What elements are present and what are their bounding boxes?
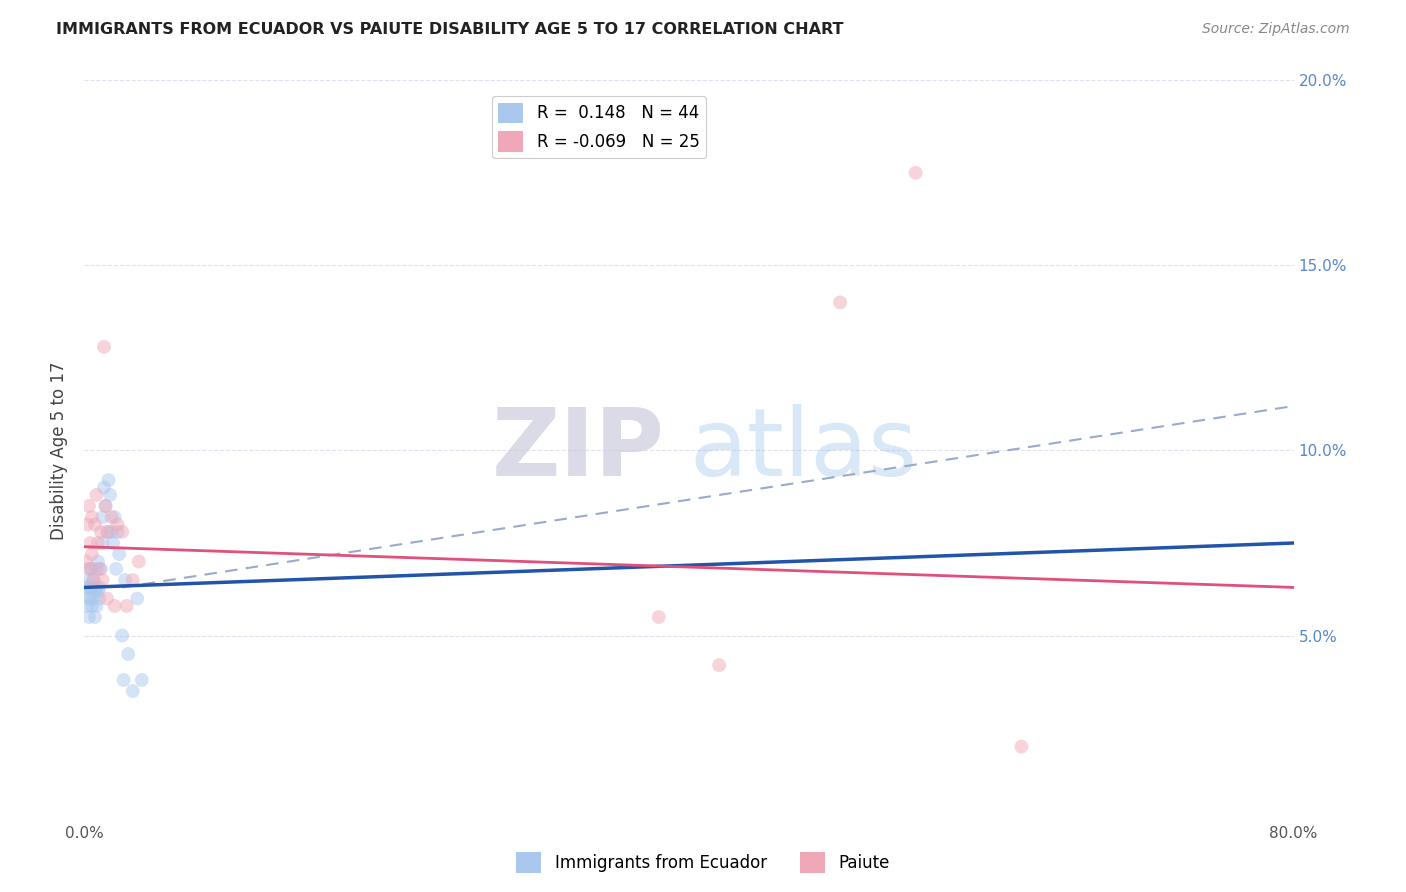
Point xyxy=(82,573,104,587)
Point xyxy=(709,658,731,673)
Text: IMMIGRANTS FROM ECUADOR VS PAIUTE DISABILITY AGE 5 TO 17 CORRELATION CHART: IMMIGRANTS FROM ECUADOR VS PAIUTE DISABI… xyxy=(56,22,844,37)
Legend: Immigrants from Ecuador, Paiute: Immigrants from Ecuador, Paiute xyxy=(509,846,897,880)
Point xyxy=(76,599,98,613)
Text: ZIP: ZIP xyxy=(492,404,665,497)
Point xyxy=(115,599,138,613)
Point xyxy=(84,517,107,532)
Point xyxy=(904,166,927,180)
Point xyxy=(75,581,97,595)
Point xyxy=(96,524,118,539)
Point xyxy=(89,562,111,576)
Point xyxy=(87,554,110,569)
Point xyxy=(91,573,114,587)
Point xyxy=(93,481,115,495)
Point xyxy=(82,573,104,587)
Point xyxy=(90,562,112,576)
Point xyxy=(77,562,100,576)
Point xyxy=(97,473,120,487)
Point xyxy=(91,510,114,524)
Point xyxy=(131,673,153,687)
Point xyxy=(100,510,122,524)
Point xyxy=(117,647,139,661)
Point xyxy=(112,673,135,687)
Point xyxy=(86,562,108,576)
Point xyxy=(80,510,103,524)
Y-axis label: Disability Age 5 to 17: Disability Age 5 to 17 xyxy=(51,361,69,540)
Point xyxy=(80,581,103,595)
Point xyxy=(86,488,108,502)
Point xyxy=(104,510,127,524)
Point xyxy=(77,499,100,513)
Point xyxy=(1011,739,1033,754)
Point xyxy=(105,562,128,576)
Point xyxy=(77,573,100,587)
Text: atlas: atlas xyxy=(689,404,917,497)
Point xyxy=(87,536,110,550)
Point xyxy=(96,591,118,606)
Point xyxy=(87,584,110,599)
Text: Source: ZipAtlas.com: Source: ZipAtlas.com xyxy=(1202,22,1350,37)
Point xyxy=(93,340,115,354)
Point xyxy=(79,536,101,550)
Point xyxy=(84,610,107,624)
Point xyxy=(91,536,114,550)
Point xyxy=(101,536,124,550)
Legend: R =  0.148   N = 44, R = -0.069   N = 25: R = 0.148 N = 44, R = -0.069 N = 25 xyxy=(492,96,706,159)
Point xyxy=(89,591,111,606)
Point xyxy=(77,610,100,624)
Point xyxy=(76,581,98,595)
Point xyxy=(114,573,136,587)
Point xyxy=(107,517,129,532)
Point xyxy=(76,517,98,532)
Point xyxy=(79,562,101,576)
Point xyxy=(80,599,103,613)
Point xyxy=(128,554,150,569)
Point xyxy=(84,584,107,599)
Point xyxy=(86,581,108,595)
Point xyxy=(100,524,122,539)
Point xyxy=(80,562,103,576)
Point xyxy=(75,554,97,569)
Point xyxy=(104,599,127,613)
Point xyxy=(86,599,108,613)
Point xyxy=(107,524,129,539)
Point xyxy=(94,499,117,513)
Point xyxy=(648,610,671,624)
Point xyxy=(108,547,131,561)
Point xyxy=(90,524,112,539)
Point xyxy=(94,499,117,513)
Point xyxy=(111,524,134,539)
Point xyxy=(82,591,104,606)
Point xyxy=(89,581,111,595)
Point xyxy=(111,628,134,642)
Point xyxy=(77,591,100,606)
Point xyxy=(127,591,149,606)
Point xyxy=(121,573,143,587)
Point xyxy=(830,295,852,310)
Point xyxy=(79,591,101,606)
Point xyxy=(98,488,121,502)
Point xyxy=(121,684,143,698)
Point xyxy=(79,581,101,595)
Point xyxy=(97,524,120,539)
Point xyxy=(80,547,103,561)
